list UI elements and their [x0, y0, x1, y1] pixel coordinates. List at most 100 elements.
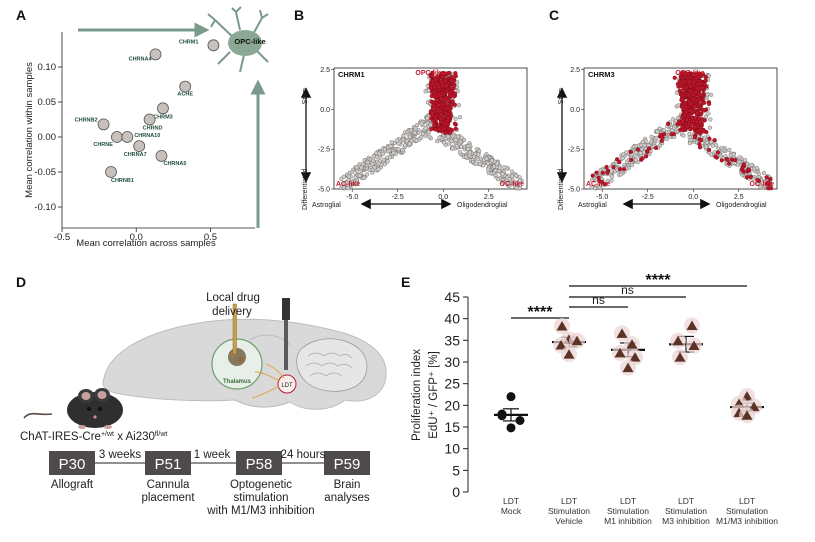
a-point-chrm1	[207, 39, 220, 52]
a-point-label: CHRNA5	[163, 161, 186, 167]
b-data-points	[339, 70, 524, 191]
mouse-illustration	[23, 388, 123, 429]
timeline-caption: with M1/M3 inhibition	[206, 505, 314, 517]
cannula	[232, 303, 237, 355]
a-y-tick-label: 0.05	[38, 97, 57, 108]
e-y-tick-label: 40	[444, 311, 460, 327]
c-x-tick-label: -2.5	[642, 194, 654, 201]
timeline-caption: Cannula	[147, 479, 190, 491]
timeline-box-p59	[324, 451, 370, 475]
e-y-tick-label: 10	[444, 441, 460, 457]
a-point-chrna10	[121, 131, 134, 143]
b-oc-label: OC-like	[499, 181, 524, 188]
e-significance-label: ****	[528, 304, 554, 321]
a-point-chrnd	[143, 113, 156, 126]
experimental-timeline: P30 P51 P58 P59 3 weeks 1 week 24 hours Allogra…	[49, 449, 370, 517]
panel-d-schematic: Thalamus Local drug delivery LDT ChAT-IR…	[20, 292, 387, 517]
e-category-label: M3 inhibition	[662, 516, 710, 526]
timeline-box-p51	[145, 451, 191, 475]
timeline-interval: 24 hours	[281, 449, 326, 461]
b-x-tick-label: -5.0	[346, 194, 358, 201]
e-data-point	[571, 335, 583, 346]
e-y-tick-label: 45	[444, 289, 460, 305]
b-ac-label: AC-like	[336, 181, 360, 188]
timeline-box-label: P30	[59, 456, 86, 473]
e-data-point	[622, 362, 634, 373]
ldt-region	[277, 374, 297, 394]
e-group-0	[494, 392, 528, 433]
e-data-point	[506, 392, 516, 402]
c-oc-label: OC-like	[749, 181, 774, 188]
a-point-chrna5	[155, 149, 168, 162]
a-point-chrna4	[149, 48, 162, 61]
b-y-tick-label: 2.5	[320, 67, 330, 74]
c-x-tick-label: -5.0	[596, 194, 608, 201]
e-y-tick-label: 0	[452, 484, 460, 500]
b-y-tick-label: -2.5	[318, 147, 330, 154]
e-significance-label: ****	[646, 272, 672, 289]
a-point-chrne	[111, 131, 123, 143]
a-point-label: ACHE	[177, 92, 193, 98]
optic-fiber-head	[282, 298, 290, 320]
e-ylabel-line1: Proliferation index	[411, 349, 423, 441]
a-point-ache	[179, 80, 192, 93]
c-x-tick-label: 0.0	[688, 194, 698, 201]
e-category-label: Stimulation	[607, 506, 649, 516]
e-group-1	[552, 317, 586, 363]
e-category-label: M1/M3 inhibition	[716, 516, 778, 526]
e-category-label: LDT	[678, 496, 694, 506]
e-category-label: LDT	[503, 496, 519, 506]
b-opc-label: OPC-like	[415, 70, 444, 77]
e-category-label: Stimulation	[548, 506, 590, 516]
a-point-chrnb1	[105, 166, 117, 178]
tumor-site	[228, 348, 246, 366]
a-point-label: CHRNB1	[111, 178, 134, 184]
a-point-label: CHRNB2	[75, 117, 98, 123]
e-data-point	[674, 352, 686, 362]
a-y-label: Mean correlation within samples	[24, 62, 35, 198]
a-y-tick-label: 0.10	[38, 62, 57, 73]
c-stem-label: Stem	[558, 88, 565, 105]
e-category-label: LDT	[739, 496, 755, 506]
timeline-caption: analyses	[324, 492, 370, 504]
b-stem-label: Stem	[302, 88, 309, 105]
timeline-box-label: P59	[334, 456, 361, 473]
e-group-4	[730, 388, 764, 424]
panel-label-a: A	[16, 7, 26, 23]
e-data-point	[629, 352, 641, 362]
panel-label-b: B	[294, 7, 304, 23]
e-y-tick-label: 5	[452, 462, 460, 478]
a-x-tick-label: -0.5	[54, 232, 70, 243]
e-category-label: M1 inhibition	[604, 516, 652, 526]
c-x-tick-label: 2.5	[734, 194, 744, 201]
b-astro-label: Astroglial	[312, 202, 341, 209]
e-data-point	[741, 410, 753, 420]
c-diff-label: Differentiated	[558, 168, 565, 210]
panel-a-scatter: -0.5 0.0 0.5 0.10 0.05 0.00 -0.05 -0.10 Mean co…	[24, 6, 269, 249]
local-drug-line1: Local drug	[206, 292, 260, 304]
cerebellum	[296, 338, 368, 392]
e-y-tick-label: 25	[444, 376, 460, 392]
a-point-label: CHRNA4	[129, 56, 153, 62]
a-x-tick-label: 0.5	[204, 232, 217, 243]
e-data-point	[626, 339, 638, 349]
e-category-label: LDT	[620, 496, 636, 506]
e-category-label: LDT	[561, 496, 577, 506]
a-x-label: Mean correlation across samples	[76, 238, 216, 249]
timeline-caption: Allograft	[51, 479, 94, 491]
c-astro-label: Astroglial	[578, 202, 607, 209]
b-x-tick-label: 2.5	[484, 194, 494, 201]
timeline-box-p30	[49, 451, 95, 475]
e-significance-brackets: **** ns ns ****	[511, 272, 747, 321]
panel-e-dotplot: 0 5 10 15 20 25 30 35 40 45 Proliferation index E…	[411, 272, 778, 526]
panel-label-c: C	[549, 7, 559, 23]
timeline-box-label: P58	[246, 456, 273, 473]
e-data-point	[614, 347, 626, 358]
a-x-tick-label: 0.0	[130, 232, 143, 243]
a-point-label: CHRM1	[179, 39, 199, 45]
opc-cell-icon	[207, 6, 269, 73]
e-data-point	[506, 423, 516, 433]
e-data-point	[497, 411, 507, 421]
opc-like-label: OPC-like	[234, 37, 265, 46]
